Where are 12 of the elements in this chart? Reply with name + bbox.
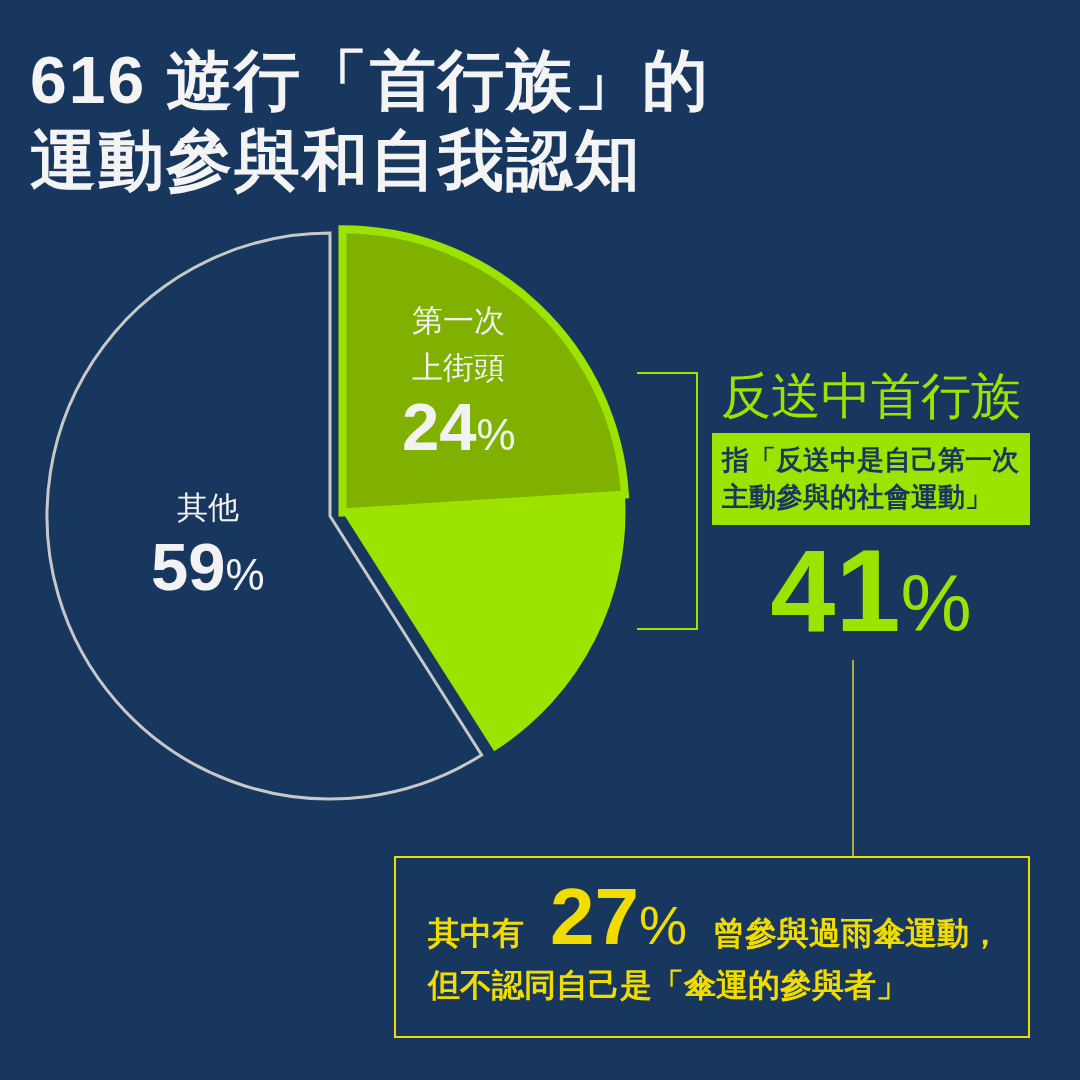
text: 41% (770, 525, 972, 656)
definition-label: 指「反送中是自己第一次主動參與的社會運動」 (712, 433, 1030, 525)
text: 27% (550, 872, 687, 961)
text: 其中有 (428, 915, 524, 951)
data-label: 59% (150, 528, 265, 604)
text: 但不認同自己是「傘運的參與者」 (428, 967, 908, 1003)
text: 曾參與過雨傘運動， (713, 915, 1001, 951)
text: 反送中首行族 (720, 367, 1022, 426)
chart-title: 616 遊行「首行族」的運動參與和自我認知 (30, 42, 712, 199)
data-label: 24% (401, 388, 516, 464)
slice-label: 第一次上街頭 (412, 302, 506, 385)
slice-label: 其他 (176, 489, 239, 525)
